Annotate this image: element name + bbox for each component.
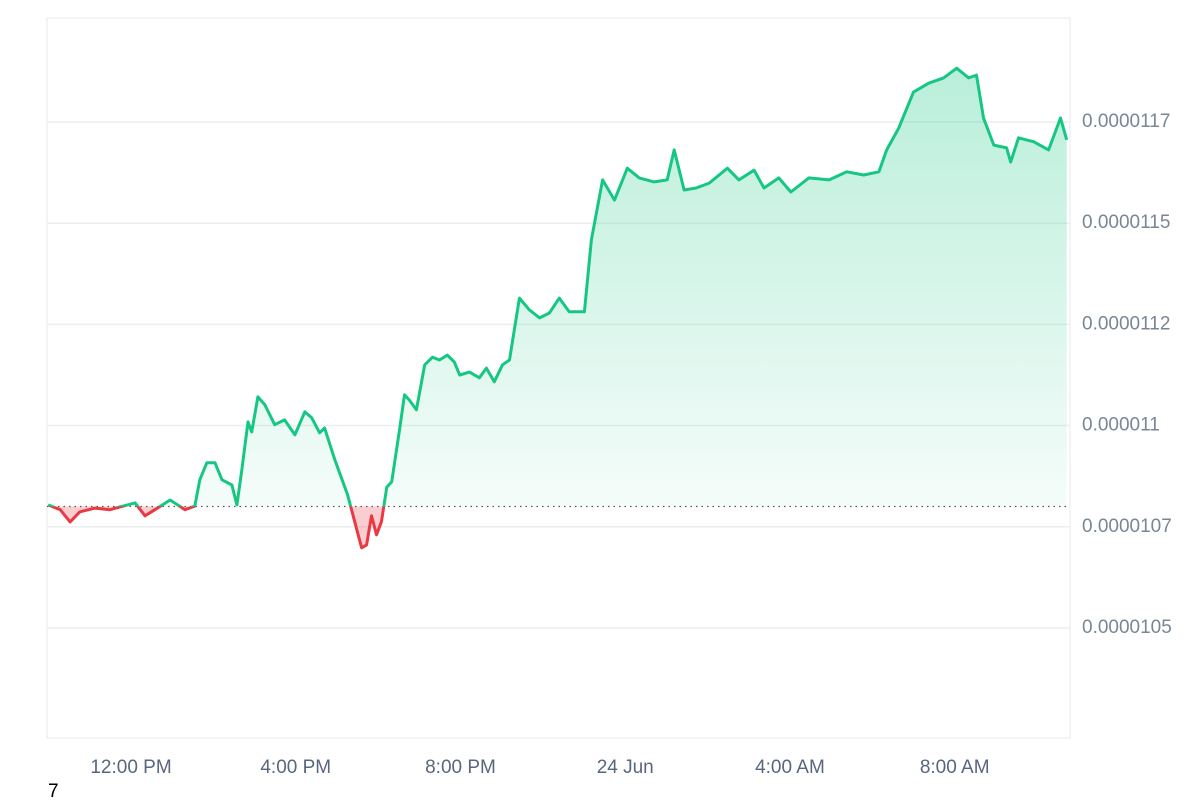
y-tick-label: 0.0000112 [1082,313,1170,334]
x-tick-label: 8:00 AM [920,757,990,778]
area-above [48,68,1067,507]
y-tick-label: 0.0000107 [1082,516,1172,537]
x-tick-label: 4:00 AM [755,757,825,778]
plot-frame [46,17,1071,739]
y-tick-label: 0.0000117 [1082,111,1170,132]
footnote: 7 [48,781,59,800]
y-tick-label: 0.0000115 [1082,212,1170,233]
price-line-up [47,66,1069,507]
y-tick-label: 0.000011 [1082,415,1160,436]
x-tick-label: 12:00 PM [90,757,171,778]
y-tick-label: 0.0000105 [1082,617,1172,638]
x-tick-label: 8:00 PM [425,757,496,778]
x-tick-label: 4:00 PM [260,757,331,778]
x-tick-label: 24 Jun [597,757,654,778]
